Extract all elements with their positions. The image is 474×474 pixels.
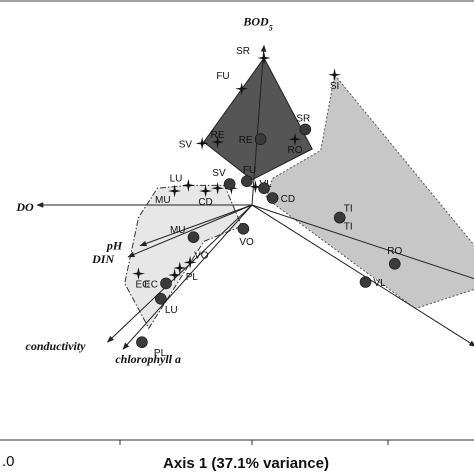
vector-s-6 bbox=[251, 204, 474, 347]
circle-point-ec-11 bbox=[160, 277, 172, 290]
circle-label-vo-10: VO bbox=[239, 237, 254, 248]
x-axis: Axis 1 (37.1% variance) .0 bbox=[2, 453, 329, 472]
vector-din-3 bbox=[127, 204, 253, 258]
circle-point-lu-12 bbox=[155, 292, 167, 305]
x-tick-label-0: .0 bbox=[2, 453, 15, 470]
vector-label-chlorophyll-a-5: chlorophyll a bbox=[115, 352, 181, 366]
vector-ph-2 bbox=[139, 204, 253, 247]
circle-label-pl-13: PL bbox=[154, 348, 167, 359]
star-label-si-2: SI bbox=[330, 81, 339, 92]
circle-label-sv-2: SV bbox=[212, 168, 226, 179]
vector-label-bod5-0: BOD5 bbox=[242, 14, 272, 32]
vector-label-ph-2: pH bbox=[106, 239, 123, 253]
star-point-sv-3 bbox=[195, 136, 209, 150]
star-label-re-4: RE bbox=[211, 130, 225, 141]
star-point-ec-14 bbox=[132, 267, 145, 281]
vector-label-conductivity-4: conductivity bbox=[26, 339, 87, 353]
star-label-mu-7: MU bbox=[155, 195, 171, 206]
star-point-cd-8 bbox=[199, 184, 213, 198]
star-point-mu-7 bbox=[168, 184, 182, 198]
circle-label-re-0: RE bbox=[239, 135, 253, 146]
circle-label-cd-5: CD bbox=[281, 194, 295, 205]
vector-label-din-3: DIN bbox=[91, 252, 115, 266]
circle-label-mu-9: MU bbox=[170, 225, 186, 236]
circle-label-sr-1: SR bbox=[296, 113, 310, 124]
plot-frame bbox=[0, 0, 474, 445]
circle-label-lu-12: LU bbox=[165, 305, 178, 316]
star-point-sr-0 bbox=[257, 51, 271, 65]
circle-point-ti-6 bbox=[333, 211, 346, 224]
star-point-lu-6 bbox=[181, 178, 195, 192]
circle-label-fu-3: FU bbox=[243, 165, 256, 176]
star-point-unlabeled-15 bbox=[168, 268, 182, 282]
circle-label-ti-6: TI bbox=[344, 204, 353, 215]
x-axis-title: Axis 1 (37.1% variance) bbox=[163, 455, 329, 472]
vector-bod5-0 bbox=[251, 44, 267, 206]
star-label-cd-8: CD bbox=[198, 197, 212, 208]
star-label-ro-5: RO bbox=[288, 145, 303, 156]
circle-label-ro-7: RO bbox=[387, 246, 402, 257]
circle-markers: RE SR SV FU CD TI TI RO VL MU VO EC LU PL bbox=[136, 113, 402, 359]
group-hulls bbox=[124, 57, 474, 330]
star-point-si-2 bbox=[328, 68, 342, 82]
circle-point-fu-3 bbox=[241, 175, 253, 187]
circle-point-sr-1 bbox=[299, 123, 312, 136]
vector-unlabeled-7 bbox=[251, 204, 474, 280]
circle-point-vl-8 bbox=[359, 276, 372, 288]
star-label-sv-3: SV bbox=[179, 139, 193, 150]
circle-label-vl-8: VL bbox=[374, 278, 387, 289]
circle-point-mu-9 bbox=[187, 231, 200, 243]
circle-point-pl-13 bbox=[136, 336, 148, 349]
circle-label-ec-11: EC bbox=[144, 279, 158, 290]
star-point-unlabeled-9 bbox=[211, 181, 225, 195]
star-label-sr-0: SR bbox=[236, 46, 250, 57]
star-label-ec-14: EC bbox=[136, 280, 150, 291]
star-point-ro-5 bbox=[288, 132, 302, 146]
circle-point-vo-10 bbox=[237, 223, 250, 235]
star-label-fu-1: FU bbox=[216, 71, 229, 82]
circle-point-sv-2 bbox=[223, 178, 236, 190]
star-label-lu-6: LU bbox=[170, 173, 183, 184]
star-label-pl-13: PL bbox=[186, 272, 199, 283]
circle-point-re-0 bbox=[254, 133, 267, 145]
hull-light-left-2 bbox=[124, 184, 243, 330]
star-point-pl-13 bbox=[173, 261, 187, 275]
star-point-fu-1 bbox=[235, 82, 249, 96]
circle-point-unlabeled-4 bbox=[258, 182, 270, 194]
star-point-re-4 bbox=[211, 135, 225, 149]
hull-light-gray-right-1 bbox=[265, 73, 474, 310]
circle-label-ti-lower: TI bbox=[344, 222, 353, 233]
vector-chlorophyll-a-5 bbox=[122, 204, 253, 350]
star-point-vl-11 bbox=[248, 180, 262, 194]
circle-point-ro-7 bbox=[388, 257, 401, 270]
star-point-vo-12 bbox=[183, 255, 197, 269]
vector-label-do-1: DO bbox=[15, 200, 34, 214]
circle-point-cd-5 bbox=[266, 192, 279, 204]
star-label-vo-12: VO bbox=[194, 250, 209, 261]
